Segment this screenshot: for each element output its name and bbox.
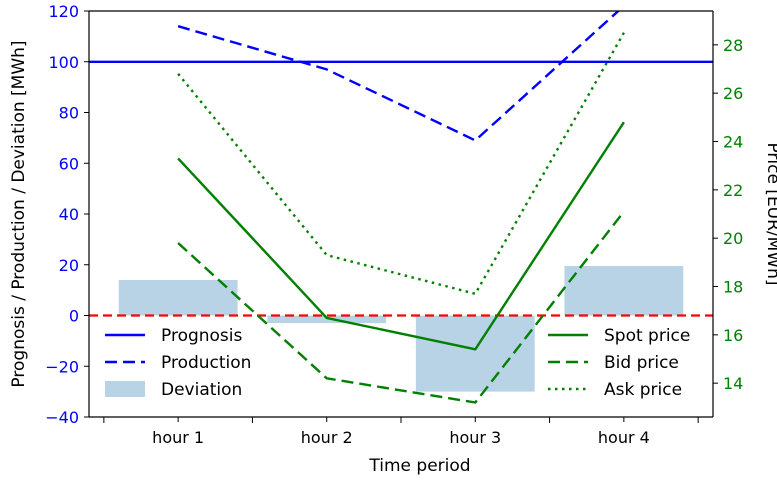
production-line [177, 11, 621, 142]
y-right-tick-label: 16 [723, 326, 743, 345]
x-tick-label: hour 3 [449, 428, 501, 447]
legend-item-ask-price: Ask price [548, 380, 682, 400]
y-right-tick-label: 24 [723, 133, 743, 152]
y-left-tick-label: 100 [48, 53, 79, 72]
legend-label: Ask price [604, 380, 682, 400]
deviation-bar [415, 315, 535, 392]
legend-item-spot-price: Spot price [548, 326, 690, 346]
y-right-tick-label: 22 [723, 181, 743, 200]
y-right-tick-label: 26 [723, 84, 743, 103]
spot-price-line [177, 121, 625, 351]
deviation-bar [564, 266, 684, 316]
legend-label: Prognosis [161, 326, 243, 346]
legend-label: Spot price [604, 326, 690, 346]
y-left-tick-label: 40 [59, 205, 79, 224]
legend-item-prognosis: Prognosis [105, 326, 243, 346]
y-left-tick-label: −40 [45, 408, 79, 427]
y-left-tick-label: 0 [69, 307, 79, 326]
x-axis-label: Time period [368, 456, 470, 476]
y-right-tick-label: 20 [723, 229, 743, 248]
y-left-tick-label: 80 [59, 104, 79, 123]
x-tick-label: hour 1 [152, 428, 204, 447]
y-axis-right-label: Price [EUR/MWh] [763, 142, 777, 285]
x-tick-label: hour 2 [301, 428, 353, 447]
y-left-tick-label: 120 [48, 2, 79, 21]
legend-label: Deviation [161, 380, 242, 400]
legend-label: Production [161, 353, 251, 373]
y-left-tick-label: 20 [59, 256, 79, 275]
legend-item-production: Production [105, 353, 251, 373]
legend-lower-left: Prognosis Production Deviation [105, 326, 251, 400]
y-right-tick-label: 18 [723, 278, 743, 297]
deviation-bar [267, 315, 387, 324]
y-left-tick-label: 60 [59, 154, 79, 173]
legend-swatch [105, 381, 145, 397]
legend-lower-right: Spot price Bid price Ask price [548, 326, 690, 400]
y-left-tick-label: −20 [45, 357, 79, 376]
ask-price-line [177, 32, 625, 295]
legend-item-bid-price: Bid price [548, 353, 679, 373]
y-right-tick-label: 28 [723, 36, 743, 55]
deviation-bar [118, 279, 238, 316]
y-right-tick-label: 14 [723, 374, 743, 393]
x-tick-label: hour 4 [598, 428, 650, 447]
legend-item-deviation: Deviation [105, 380, 242, 400]
legend-label: Bid price [604, 353, 679, 373]
bid-price-line [177, 210, 625, 404]
y-axis-left-label: Prognosis / Production / Deviation [MWh] [9, 40, 29, 387]
